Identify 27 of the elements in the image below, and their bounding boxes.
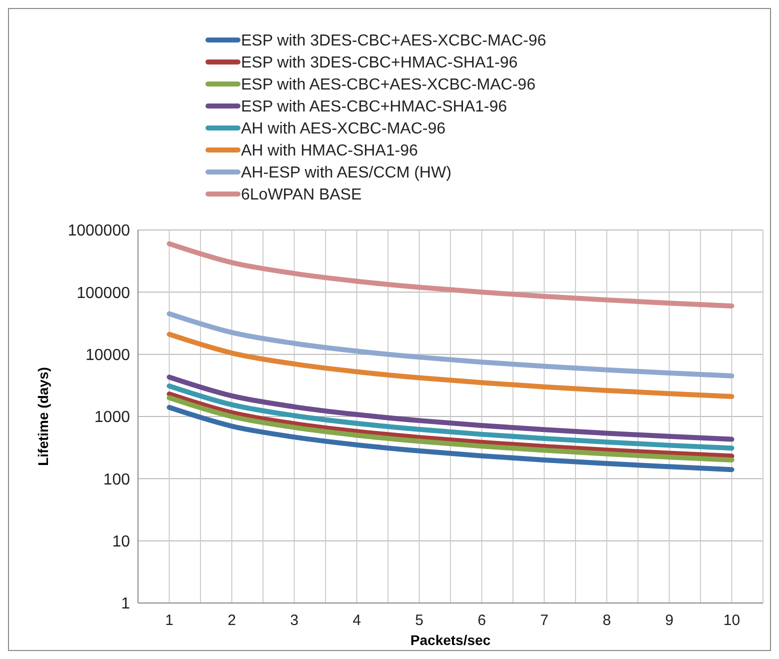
y-tick-label: 1 — [121, 596, 130, 613]
legend-label: ESP with AES-CBC+AES-XCBC-MAC-96 — [241, 76, 536, 94]
y-tick-label: 10 — [112, 533, 130, 550]
y-axis-title: Lifetime (days) — [35, 367, 51, 466]
x-tick-label: 3 — [290, 612, 298, 629]
x-tick-label: 6 — [478, 612, 486, 629]
x-tick-label: 5 — [415, 612, 424, 629]
x-tick-label: 2 — [228, 612, 236, 629]
legend-label: AH with HMAC-SHA1-96 — [241, 142, 418, 160]
x-tick-label: 1 — [165, 612, 174, 629]
x-tick-label: 7 — [540, 612, 548, 629]
x-tick-label: 9 — [665, 612, 674, 629]
y-tick-label: 100000 — [76, 284, 130, 302]
x-tick-label: 8 — [602, 612, 611, 629]
legend-label: ESP with AES-CBC+HMAC-SHA1-96 — [241, 98, 508, 116]
y-tick-label: 1000000 — [68, 222, 130, 240]
y-tick-label: 100 — [103, 471, 130, 488]
y-tick-label: 1000 — [94, 409, 130, 426]
x-tick-label: 4 — [352, 612, 361, 629]
legend-label: 6LoWPAN BASE — [241, 186, 362, 204]
x-axis-title: Packets/sec — [410, 632, 491, 648]
y-tick-label: 10000 — [86, 346, 130, 364]
legend-label: ESP with 3DES-CBC+AES-XCBC-MAC-96 — [241, 32, 546, 50]
x-tick-label: 10 — [723, 612, 740, 629]
legend-label: ESP with 3DES-CBC+HMAC-SHA1-96 — [241, 54, 518, 72]
legend-label: AH with AES-XCBC-MAC-96 — [241, 120, 446, 138]
legend-label: AH-ESP with AES/CCM (HW) — [241, 164, 452, 182]
